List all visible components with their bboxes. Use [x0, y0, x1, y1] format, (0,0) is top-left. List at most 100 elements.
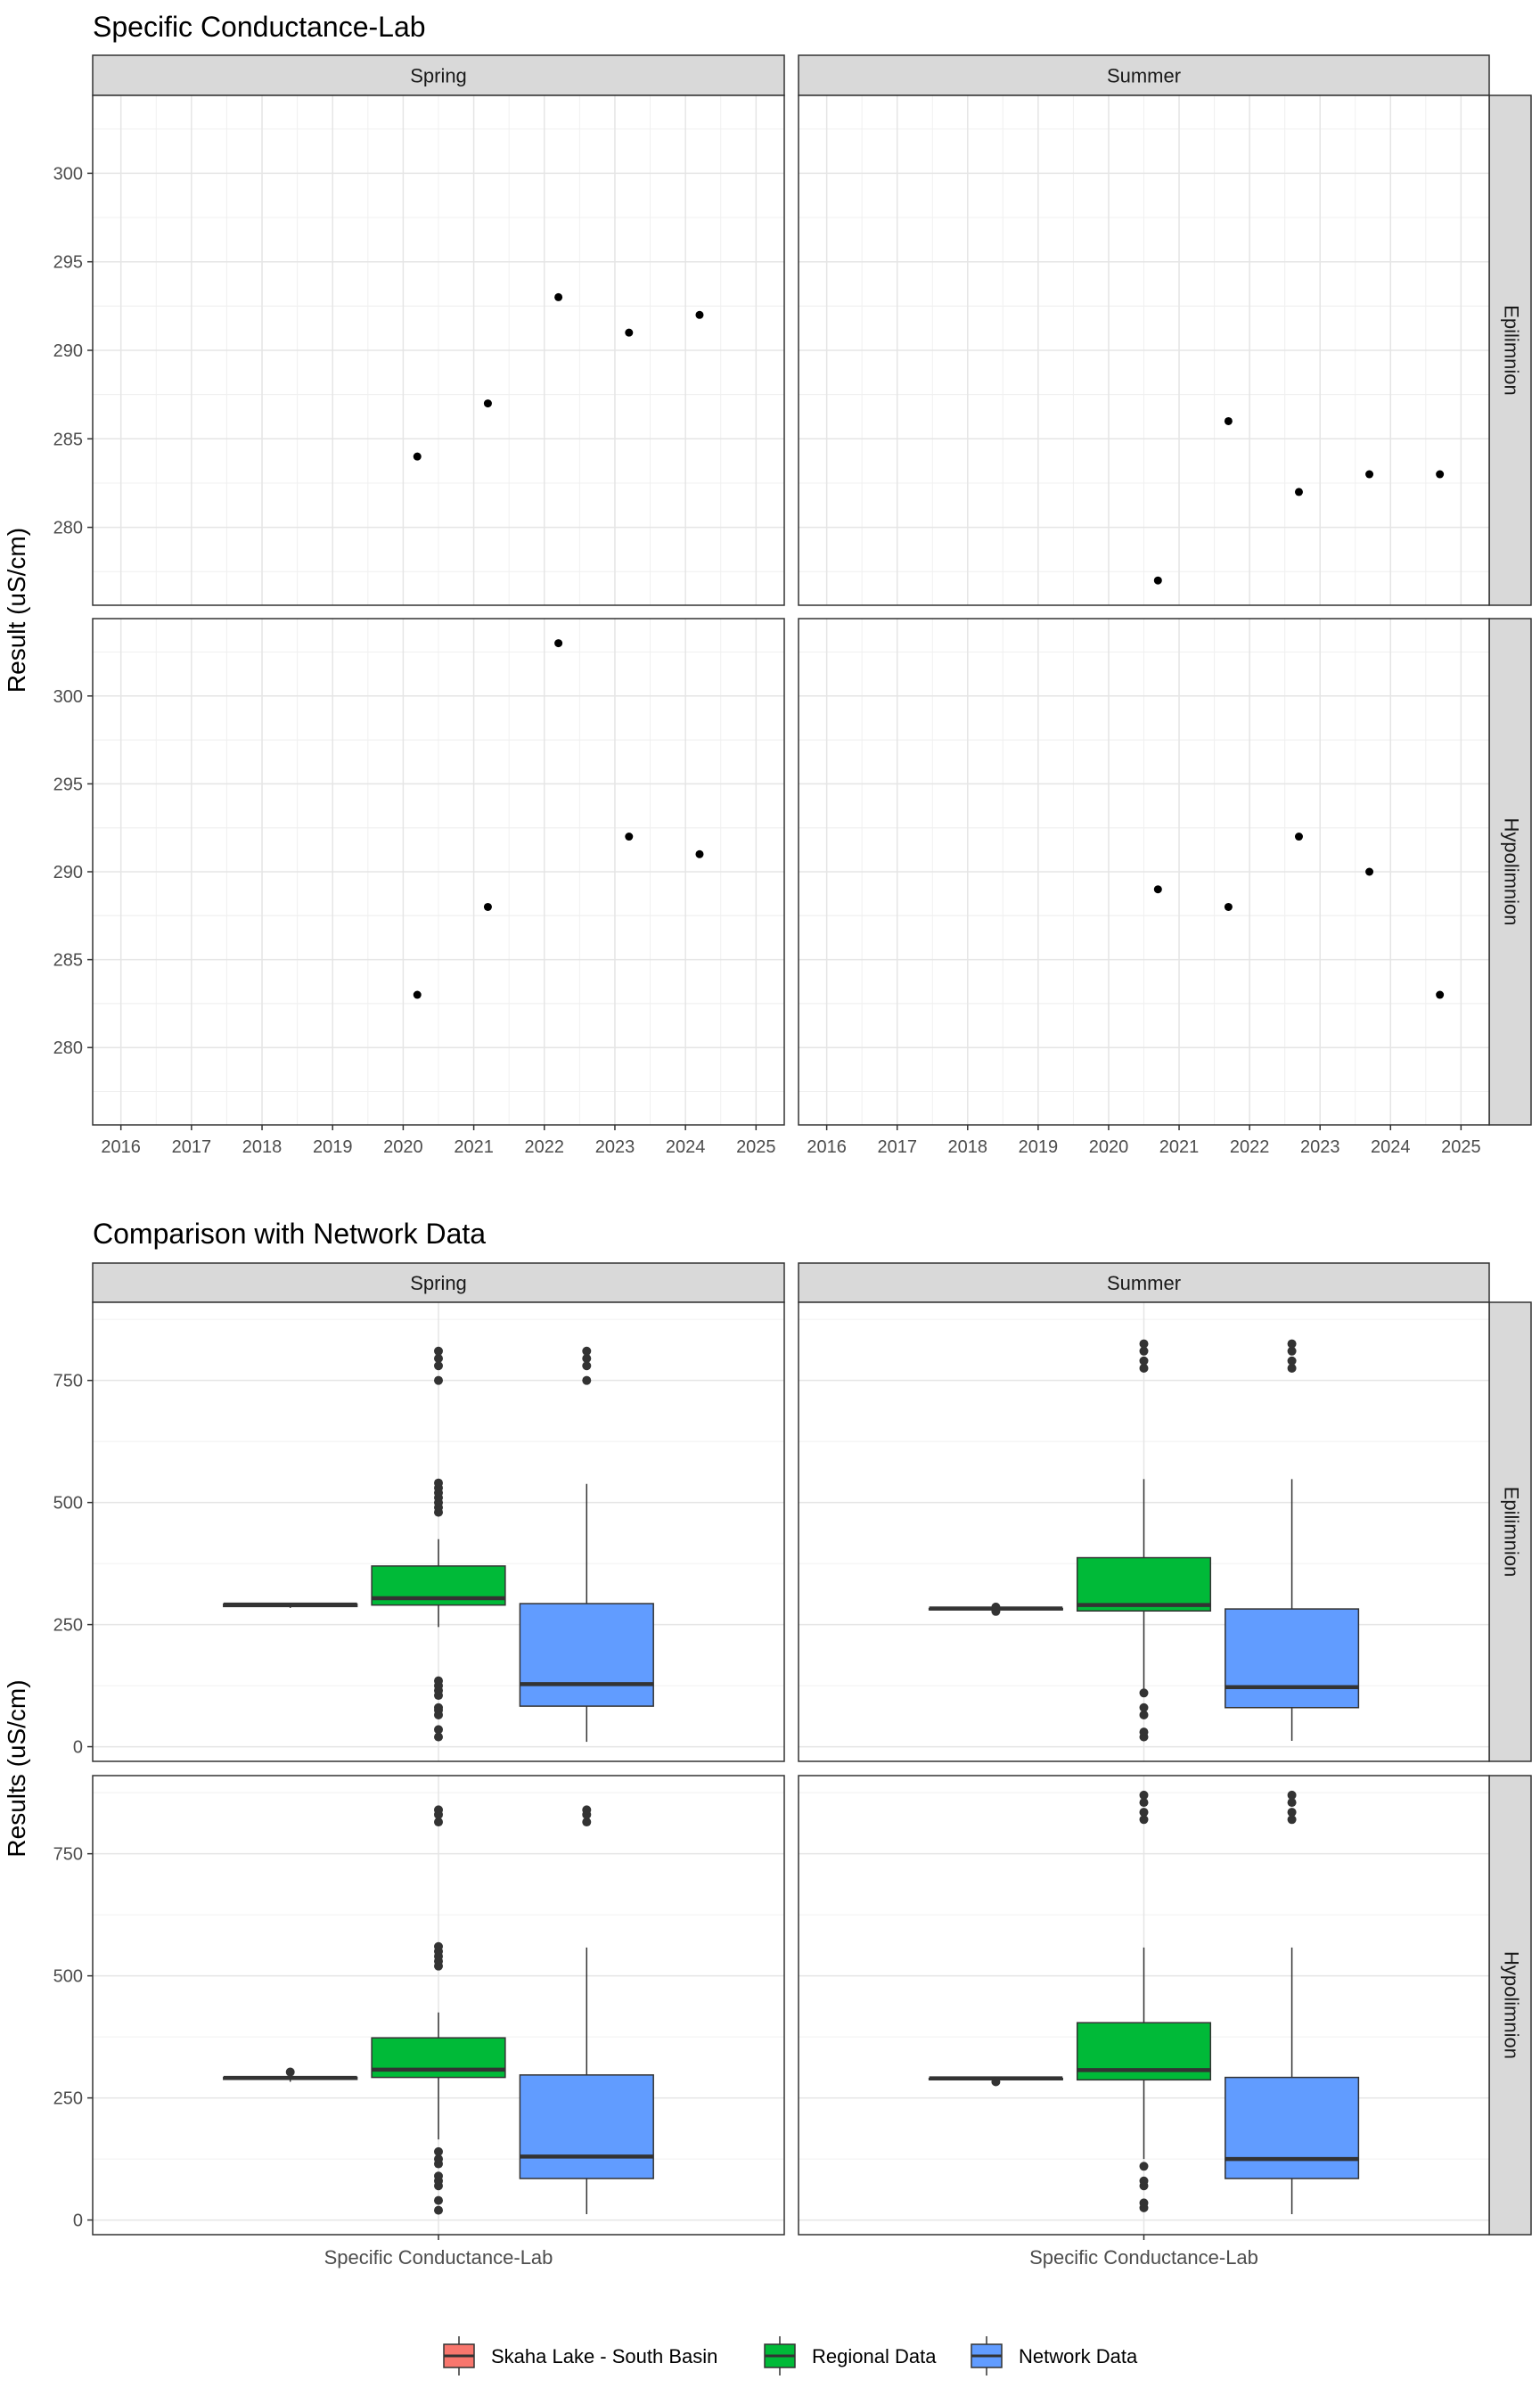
x-tick-label: 2020 — [383, 1137, 423, 1157]
y-tick-label: 300 — [53, 164, 83, 184]
facet-strip-epilimnion — [1488, 1301, 1532, 1762]
facet-strip-hypolimnion — [1488, 1775, 1532, 2236]
panel-summer-epilimnion — [798, 94, 1490, 606]
panel-spring-epilimnion — [92, 94, 785, 606]
outlier-point — [1139, 1815, 1149, 1825]
data-point — [1365, 470, 1374, 479]
outlier-point — [582, 1361, 592, 1371]
timeseries-chart: Specific Conductance-Lab Spring Summer Epil… — [3, 11, 1532, 1157]
outlier-point — [1139, 1808, 1149, 1818]
outlier-point — [1139, 1703, 1149, 1712]
outlier-point — [434, 1478, 443, 1488]
facet-label-summer: Summer — [1107, 65, 1181, 87]
panel-border — [798, 94, 1490, 606]
outlier-point — [1139, 1790, 1149, 1800]
box-network-data — [1225, 1339, 1360, 1741]
data-point — [554, 292, 563, 301]
outlier-point — [1287, 1363, 1297, 1373]
panel-spring-hypolimnion — [92, 618, 785, 1126]
outlier-point — [1139, 1710, 1149, 1719]
y-tick-label: 290 — [53, 341, 83, 361]
x-tick-label: 2018 — [242, 1137, 283, 1157]
y-tick-label: 500 — [53, 1967, 83, 1987]
box-skaha-lake-south-basin — [223, 1602, 358, 1608]
x-tick-label: 2017 — [877, 1137, 917, 1157]
data-point — [413, 990, 422, 999]
data-point — [695, 310, 704, 319]
outlier-point — [1139, 1798, 1149, 1808]
x-tick-label: 2020 — [1089, 1137, 1129, 1157]
data-point — [1153, 885, 1162, 894]
panel-border — [92, 1301, 785, 1762]
data-point — [1436, 470, 1445, 479]
outlier-point — [1139, 2176, 1149, 2186]
x-tick-label: 2022 — [1230, 1137, 1270, 1157]
legend-label: Network Data — [1019, 2345, 1138, 2367]
facet-label-epilimnion: Epilimnion — [1501, 1487, 1523, 1578]
facet-strip-spring — [92, 1262, 785, 1303]
panel-border — [798, 618, 1490, 1126]
outlier-point — [434, 1346, 443, 1356]
facet-label-spring: Spring — [410, 65, 467, 87]
outlier-point — [434, 1818, 443, 1827]
outlier-point — [434, 1703, 443, 1712]
panel-summer-hypolimnion — [798, 618, 1490, 1126]
box-network-data — [1225, 1790, 1360, 2214]
outlier-point — [434, 2154, 443, 2164]
outlier-point — [1287, 1339, 1297, 1349]
chart-title: Specific Conductance-Lab — [93, 11, 426, 43]
y-tick-label: 290 — [53, 863, 83, 882]
box-network-data — [519, 1346, 654, 1743]
outlier-point — [434, 2171, 443, 2181]
panel-summer-hypolimnion — [798, 1775, 1490, 2236]
outlier-point — [1139, 1727, 1149, 1737]
outlier-point — [434, 1941, 443, 1951]
box-skaha-lake-south-basin — [928, 1602, 1063, 1616]
outlier-point — [434, 1354, 443, 1364]
data-point — [695, 849, 704, 858]
data-point — [625, 328, 634, 337]
data-point — [1294, 488, 1303, 496]
y-tick-label: 285 — [53, 430, 83, 449]
outlier-point — [991, 2077, 1001, 2087]
outlier-point — [1287, 1798, 1297, 1808]
outlier-point — [991, 1602, 1001, 1612]
panel-border — [798, 1301, 1490, 1762]
y-axis-title: Results (uS/cm) — [3, 1679, 30, 1857]
box-regional-data — [1076, 1790, 1212, 2212]
x-tick-label: 2019 — [313, 1137, 353, 1157]
y-tick-label: 750 — [53, 1845, 83, 1865]
outlier-point — [434, 1725, 443, 1735]
outlier-point — [1139, 2198, 1149, 2208]
outlier-point — [434, 1732, 443, 1742]
facet-strip-hypolimnion — [1488, 618, 1532, 1126]
y-tick-label: 300 — [53, 687, 83, 707]
data-point — [1224, 902, 1233, 911]
outlier-point — [1139, 2162, 1149, 2171]
facet-label-hypolimnion: Hypolimnion — [1501, 1951, 1523, 2059]
y-tick-label: 295 — [53, 253, 83, 273]
x-tick-label: 2022 — [525, 1137, 565, 1157]
panel-summer-epilimnion — [798, 1301, 1490, 1762]
outlier-point — [1287, 1346, 1297, 1356]
y-tick-label: 250 — [53, 1616, 83, 1636]
y-axis-title: Result (uS/cm) — [3, 528, 30, 693]
data-point — [1153, 576, 1162, 585]
box-regional-data — [1076, 1339, 1212, 1742]
box-regional-data — [371, 1805, 506, 2215]
legend-item-regional-data: Regional Data — [764, 2336, 937, 2375]
y-tick-label: 295 — [53, 775, 83, 794]
outlier-point — [582, 1375, 592, 1385]
outlier-point — [1139, 1339, 1149, 1349]
outlier-point — [434, 2195, 443, 2205]
x-tick-label: 2018 — [948, 1137, 988, 1157]
data-point — [483, 399, 492, 408]
outlier-point — [1287, 1356, 1297, 1366]
chart-title: Comparison with Network Data — [93, 1218, 486, 1250]
outlier-point — [434, 1361, 443, 1371]
x-tick-label: 2016 — [101, 1137, 141, 1157]
data-point — [1294, 833, 1303, 841]
box-regional-data — [371, 1346, 506, 1742]
box-iqr — [519, 1603, 654, 1707]
box-iqr — [519, 2074, 654, 2179]
